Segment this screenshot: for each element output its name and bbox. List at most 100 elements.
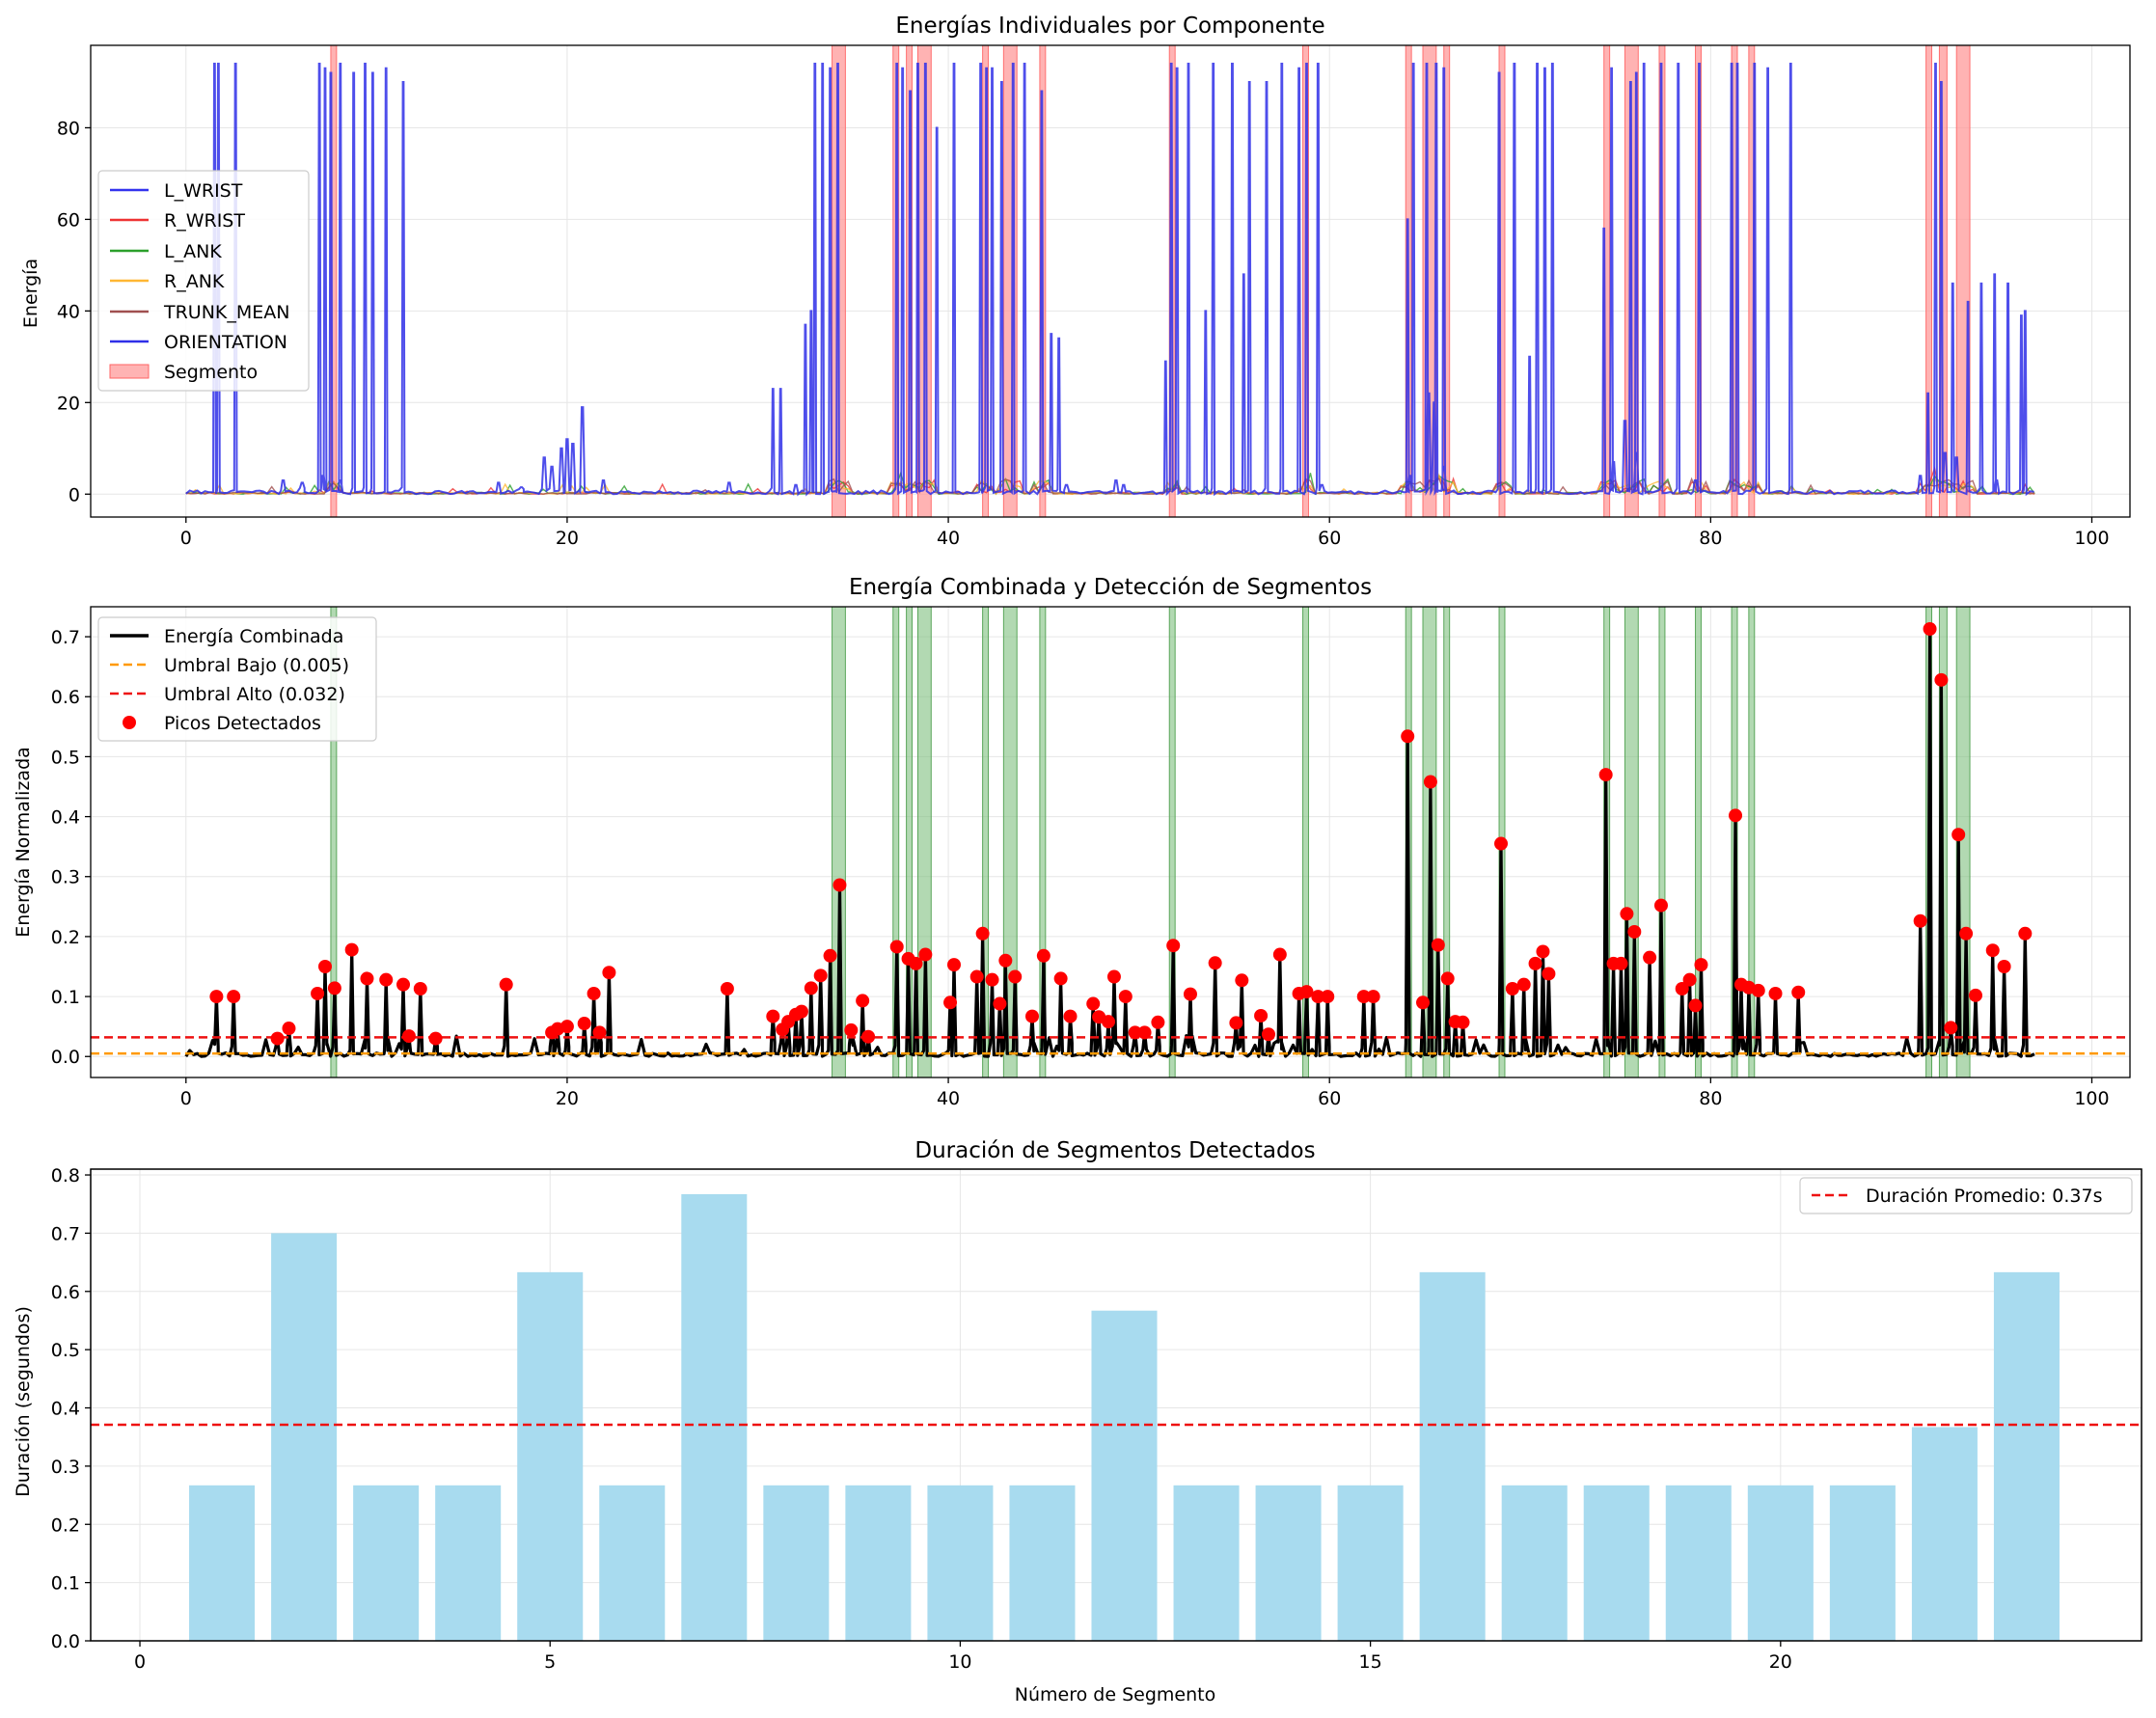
segment-band: [1955, 44, 1971, 518]
x-tick-label: 40: [937, 1088, 960, 1109]
peak-marker: [1536, 944, 1550, 959]
peak-marker: [1653, 898, 1668, 913]
peak-marker: [1494, 836, 1509, 851]
peak-marker: [227, 990, 241, 1004]
panel1-title: Energías Individuales por Componente: [895, 14, 1324, 39]
y-tick-label: 0.0: [51, 1047, 80, 1068]
peak-marker: [813, 968, 828, 983]
peak-marker: [823, 948, 837, 963]
peak-marker: [1923, 622, 1937, 637]
y-tick-label: 0.5: [51, 1340, 80, 1361]
panel3-xlabel: Número de Segmento: [1015, 1684, 1215, 1705]
legend-label-l-wrist: L_WRIST: [164, 180, 243, 202]
peak-marker: [1311, 990, 1325, 1004]
panel3-ylabel: Duración (segundos): [13, 1306, 34, 1497]
panel1-grid: [91, 45, 2130, 517]
panel-individual-energies: Energías Individuales por Componente 0 20…: [20, 14, 2131, 549]
legend-swatch-segmento: [109, 364, 150, 379]
peak-marker: [1620, 907, 1634, 921]
legend-label-r-wrist: R_WRIST: [164, 210, 245, 232]
legend-label-l-ank: L_ANK: [164, 241, 222, 262]
peak-marker: [209, 990, 224, 1004]
bar: [1173, 1485, 1240, 1641]
legend-label-high-threshold: Umbral Alto (0.032): [164, 684, 345, 705]
peak-marker: [1321, 990, 1335, 1004]
peak-marker: [1272, 947, 1287, 962]
panel3-legend: Duración Promedio: 0.37s: [1799, 1177, 2133, 1214]
peak-marker: [1729, 808, 1743, 823]
peak-marker: [1254, 1008, 1269, 1023]
peak-marker: [1542, 967, 1556, 981]
peak-marker: [2018, 926, 2033, 941]
peak-marker: [1086, 996, 1101, 1011]
peak-marker: [1235, 973, 1249, 988]
axes-frame: [90, 1168, 2142, 1642]
bar: [1993, 1271, 2060, 1641]
bar: [1419, 1271, 1486, 1641]
peak-marker: [1751, 983, 1765, 997]
panel2-data: [91, 622, 2130, 1058]
peak-marker: [1431, 938, 1445, 952]
y-tick-label: 0.7: [51, 1223, 80, 1244]
peak-marker: [1036, 948, 1051, 963]
peak-marker: [270, 1031, 285, 1046]
peak-marker: [969, 969, 984, 984]
peak-marker: [1356, 990, 1371, 1004]
peak-marker: [720, 981, 734, 995]
peak-marker: [499, 977, 513, 992]
peak-marker: [1997, 959, 2011, 973]
peak-marker: [1675, 981, 1689, 995]
x-tick-label: 0: [180, 1088, 192, 1109]
peak-marker: [832, 878, 847, 892]
x-tick-label: 100: [2074, 528, 2109, 549]
bar: [1255, 1485, 1322, 1641]
y-tick-label: 0.5: [51, 747, 80, 768]
peak-marker: [1102, 1015, 1116, 1029]
y-tick-label: 20: [57, 393, 80, 414]
peak-marker: [1208, 956, 1222, 970]
y-tick-label: 0.6: [51, 687, 80, 708]
peak-marker: [1128, 1025, 1142, 1040]
bar: [1911, 1427, 1978, 1641]
peak-marker: [559, 1020, 574, 1034]
x-tick-label: 80: [1699, 1088, 1722, 1109]
peak-marker: [856, 994, 870, 1008]
y-tick-label: 0: [68, 484, 80, 505]
y-tick-label: 0.1: [51, 1573, 80, 1595]
legend-label-segmento: Segmento: [164, 362, 258, 383]
bar: [681, 1193, 748, 1641]
legend-label-low-threshold: Umbral Bajo (0.005): [164, 655, 349, 676]
peak-marker: [1959, 926, 1974, 941]
peak-marker: [993, 996, 1007, 1011]
x-tick-label: 60: [1318, 528, 1341, 549]
peak-marker: [1768, 986, 1783, 1000]
y-tick-label: 60: [57, 209, 80, 231]
peak-marker: [1401, 729, 1415, 744]
series-combined-energy: [184, 627, 2035, 1058]
peak-marker: [401, 1029, 416, 1044]
panel2-grid: [91, 607, 2130, 1077]
panel1-ylabel: Energía: [20, 259, 41, 328]
peak-marker: [943, 995, 958, 1010]
peak-marker: [327, 981, 341, 995]
legend-label-peaks: Picos Detectados: [164, 713, 321, 734]
panel3-axes: 0 5 10 15 20 0.0 0.1 0.2 0.3 0.4 0.5 0.6 0.7 0.8: [51, 1165, 2142, 1673]
legend-swatch-peaks: [123, 716, 136, 729]
y-tick-label: 0.2: [51, 1514, 80, 1536]
peak-marker: [1183, 987, 1197, 1001]
y-tick-label: 80: [57, 118, 80, 139]
peak-marker: [396, 977, 411, 992]
peak-marker: [1423, 775, 1437, 789]
peak-marker: [985, 972, 999, 987]
panel2-axes: 0 20 40 60 80 100 0.0 0.1 0.2 0.3 0.4 0.5 0.6 0.7: [51, 606, 2131, 1109]
peak-marker: [1299, 985, 1314, 999]
peak-marker: [998, 953, 1013, 968]
axes-frame: [90, 606, 2131, 1078]
peak-marker: [1166, 939, 1181, 953]
series-r-wrist: [185, 466, 2035, 496]
peak-marker: [1106, 969, 1121, 984]
peak-marker: [1261, 1027, 1275, 1042]
panel1-legend: L_WRIST R_WRIST L_ANK R_ANK TRUNK_MEAN O…: [97, 170, 310, 392]
bar: [353, 1485, 420, 1641]
panel2-ylabel: Energía Normalizada: [13, 747, 34, 938]
